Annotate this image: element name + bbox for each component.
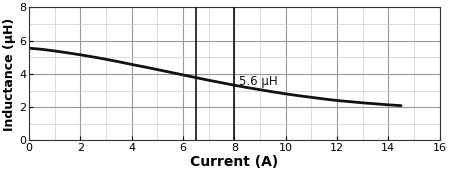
Text: 5.6 μH: 5.6 μH [239, 75, 278, 88]
X-axis label: Current (A): Current (A) [190, 154, 279, 169]
Y-axis label: Inductance (μH): Inductance (μH) [4, 17, 17, 131]
